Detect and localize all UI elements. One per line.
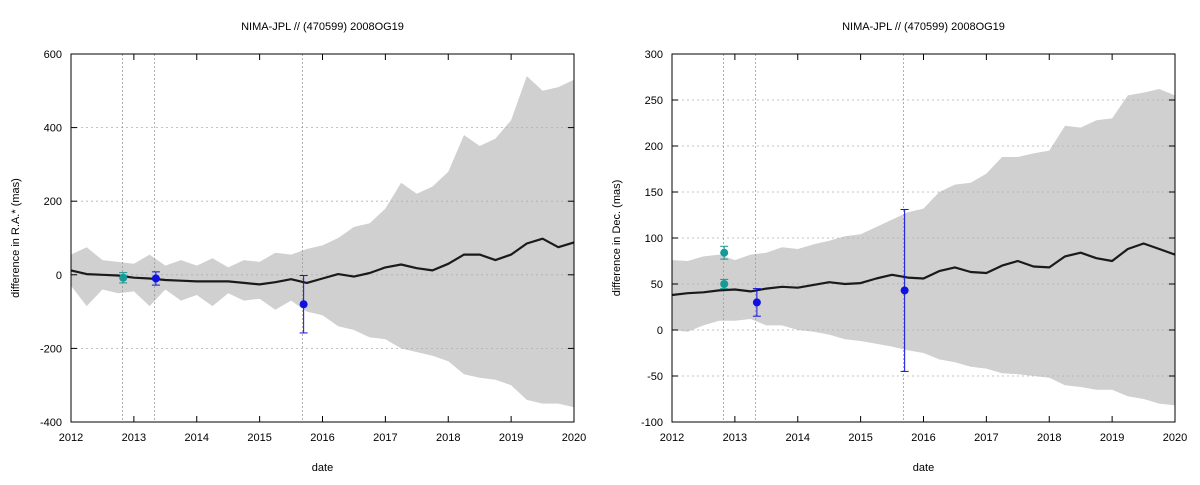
- x-tick-label: 2018: [436, 432, 460, 444]
- observation-point: [720, 280, 729, 288]
- chart-title: NIMA-JPL // (470599) 2008OG19: [842, 21, 1005, 33]
- uncertainty-band: [71, 76, 574, 408]
- chart-title: NIMA-JPL // (470599) 2008OG19: [241, 21, 404, 33]
- observation-point: [299, 300, 308, 309]
- x-tick-label: 2016: [310, 432, 334, 444]
- x-tick-label: 2017: [373, 432, 397, 444]
- observation-point: [720, 248, 729, 257]
- x-tick-label: 2016: [911, 432, 935, 444]
- x-tick-label: 2013: [723, 432, 747, 444]
- x-tick-label: 2013: [122, 432, 146, 444]
- x-tick-label: 2020: [562, 432, 586, 444]
- y-tick-label: -400: [40, 417, 62, 429]
- x-tick-label: 2015: [848, 432, 872, 444]
- observation-point: [119, 273, 128, 282]
- y-tick-label: 300: [645, 49, 663, 61]
- y-tick-label: 200: [645, 141, 663, 153]
- y-tick-label: -100: [641, 417, 663, 429]
- observation-point: [752, 298, 761, 307]
- y-tick-label: 250: [645, 95, 663, 107]
- y-axis-label: difference in R.A.* (mas): [10, 178, 22, 298]
- y-tick-label: -200: [40, 343, 62, 355]
- y-tick-label: 200: [44, 196, 62, 208]
- chart-panel-1: -400 -200 0 200 400 600 2012 2013 2014 2015 2016 20…: [10, 21, 586, 474]
- y-tick-label: -50: [647, 371, 663, 383]
- uncertainty-band: [672, 89, 1175, 406]
- x-tick-label: 2017: [974, 432, 998, 444]
- y-axis-label: difference in Dec. (mas): [611, 180, 623, 297]
- x-tick-label: 2019: [1100, 432, 1124, 444]
- x-tick-label: 2020: [1163, 432, 1187, 444]
- chart-panel-2: -100 -50 0 50 100 150 200 250 300 2012 2013 2014 201…: [611, 21, 1187, 474]
- observation-point: [151, 274, 160, 283]
- y-tick-label: 600: [44, 49, 62, 61]
- y-tick-label: 150: [645, 187, 663, 199]
- observation-point: [900, 286, 909, 295]
- x-tick-label: 2015: [247, 432, 271, 444]
- x-axis-label: date: [312, 462, 333, 474]
- ephemeris-difference-line: [671, 242, 1176, 297]
- plot-frame: [70, 53, 575, 423]
- x-tick-label: 2014: [786, 432, 810, 444]
- y-tick-label: 0: [56, 270, 62, 282]
- y-tick-label: 50: [651, 279, 663, 291]
- y-tick-label: 400: [44, 123, 62, 135]
- y-tick-label: 0: [657, 325, 663, 337]
- plot-frame: [671, 53, 1176, 423]
- x-axis-label: date: [913, 462, 934, 474]
- x-tick-label: 2014: [185, 432, 209, 444]
- x-tick-label: 2012: [59, 432, 83, 444]
- x-tick-label: 2012: [660, 432, 684, 444]
- x-tick-label: 2018: [1037, 432, 1061, 444]
- x-tick-label: 2019: [499, 432, 523, 444]
- y-tick-label: 100: [645, 233, 663, 245]
